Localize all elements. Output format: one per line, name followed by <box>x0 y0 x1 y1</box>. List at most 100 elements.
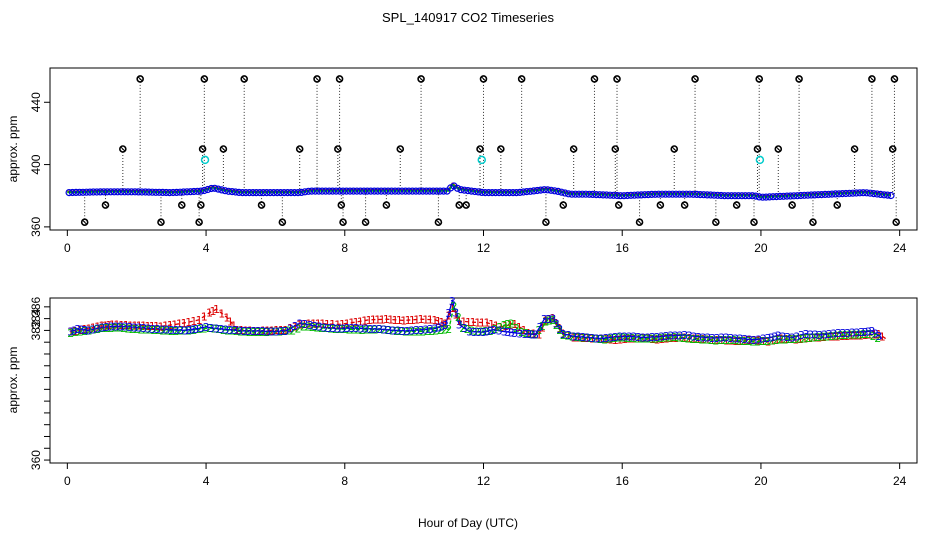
outlier-point <box>257 201 266 209</box>
series-2-marker: 2 <box>229 325 236 338</box>
outlier-point <box>295 145 304 153</box>
series-3-marker: 3 <box>667 330 674 343</box>
outlier-point-mark <box>893 219 899 225</box>
series-3-marker: 3 <box>126 321 133 334</box>
top-panel-blue-point <box>554 187 562 195</box>
series-3-marker: 3 <box>704 332 711 345</box>
series-1-marker: 1 <box>843 330 850 343</box>
series-3-marker: 3 <box>522 328 529 341</box>
top-panel-blue-point <box>544 186 552 194</box>
x-tick-label: 24 <box>893 241 907 255</box>
outlier-point <box>119 145 127 153</box>
series-3-marker: 3 <box>408 325 415 338</box>
outlier-point-mark <box>120 146 126 152</box>
top-panel-blue-point <box>866 189 874 197</box>
series-1-marker: 1 <box>507 319 514 332</box>
top-panel-blue-point <box>592 191 600 199</box>
series-1-marker: 1 <box>630 333 637 346</box>
series-3-marker: 3 <box>245 325 252 338</box>
series-3-marker: 3 <box>821 329 828 342</box>
series-3-marker: 3 <box>71 324 78 337</box>
top-panel-blue-point <box>322 187 330 195</box>
series-1-marker: 1 <box>158 320 165 333</box>
top-panel-blue-point <box>700 191 708 199</box>
series-1-marker: 1 <box>718 334 725 347</box>
series-2-marker: 2 <box>295 322 302 335</box>
outlier-point-mark <box>796 76 802 82</box>
top-panel-blue-point <box>838 190 847 198</box>
series-2-marker: 2 <box>842 329 849 342</box>
series-2-marker: 2 <box>606 333 613 346</box>
top-panel-blue-point <box>82 188 91 196</box>
outlier-point-mark <box>418 76 424 82</box>
series-1-marker: 1 <box>644 333 651 346</box>
outlier-point-mark <box>363 219 368 225</box>
top-panel-blue-point <box>370 187 378 195</box>
outlier-point-mark <box>637 219 642 225</box>
top-panel-blue-point <box>145 188 153 196</box>
series-2-marker: 2 <box>492 323 499 336</box>
series-2-marker: 2 <box>385 324 392 337</box>
series-1-marker: 1 <box>838 330 845 343</box>
series-3-marker: 3 <box>635 331 642 344</box>
series-2-marker: 2 <box>487 325 494 338</box>
series-2-marker: 2 <box>615 332 622 345</box>
top-panel-blue-point <box>367 187 375 195</box>
outlier-point-mark <box>890 146 896 152</box>
outlier-point <box>635 218 644 227</box>
top-panel-blue-point <box>388 187 396 195</box>
top-panel-blue-point <box>415 187 423 195</box>
series-2-marker: 2 <box>496 321 503 334</box>
series-1-marker: 1 <box>344 317 351 330</box>
top-panel-blue-point <box>575 190 583 198</box>
series-3-marker: 3 <box>321 322 328 335</box>
series-2-marker: 2 <box>662 332 669 345</box>
series-3-marker: 3 <box>173 324 180 337</box>
outlier-point-mark <box>241 76 247 82</box>
series-3-line <box>70 298 883 341</box>
series-2-marker: 2 <box>865 328 872 341</box>
y-tick-label: 382 <box>29 320 43 340</box>
outlier-point-mark <box>671 146 677 152</box>
top-panel-blue-point <box>363 187 371 195</box>
top-panel-blue-point <box>817 191 826 199</box>
series-2-marker: 2 <box>242 326 249 339</box>
top-panel-blue-point <box>568 190 576 198</box>
outlier-point <box>850 145 859 153</box>
series-1-marker: 1 <box>497 321 504 334</box>
series-1-marker: 1 <box>704 333 711 346</box>
series-2-marker: 2 <box>424 325 431 338</box>
top-panel-blue-point <box>505 189 514 197</box>
top-panel-blue-point <box>654 190 663 198</box>
series-1-marker: 1 <box>658 333 665 346</box>
top-panel-blue-point <box>668 190 677 198</box>
series-3-marker: 3 <box>532 329 539 342</box>
top-panel-blue-point <box>731 192 739 200</box>
series-2-marker: 2 <box>542 316 549 329</box>
series-1-marker: 1 <box>370 314 377 327</box>
series-3-marker: 3 <box>812 329 819 342</box>
x-tick-label: 4 <box>203 474 210 488</box>
top-panel-blue-point <box>176 188 184 196</box>
series-3-marker: 3 <box>508 326 515 339</box>
outlier-point-mark <box>82 219 88 225</box>
series-3-marker: 3 <box>136 322 143 335</box>
top-panel-blue-point <box>433 187 441 195</box>
series-3-marker: 3 <box>435 322 442 335</box>
series-2-marker: 2 <box>523 327 530 340</box>
series-1-marker: 1 <box>783 333 790 346</box>
top-panel-blue-point <box>665 190 673 198</box>
outlier-point-mark <box>179 202 185 208</box>
outlier-point <box>101 201 110 209</box>
series-3-marker: 3 <box>862 326 869 339</box>
series-1-marker: 1 <box>797 333 804 346</box>
series-3-marker: 3 <box>746 333 753 346</box>
outlier-point-mark <box>201 76 207 82</box>
series-1-marker: 1 <box>287 322 294 335</box>
series-2-marker: 2 <box>168 325 175 338</box>
cyan-point <box>755 155 765 165</box>
series-1-marker: 1 <box>502 320 509 333</box>
outlier-point <box>569 145 578 153</box>
top-panel-blue-point <box>675 190 684 198</box>
outlier-point <box>361 218 370 227</box>
